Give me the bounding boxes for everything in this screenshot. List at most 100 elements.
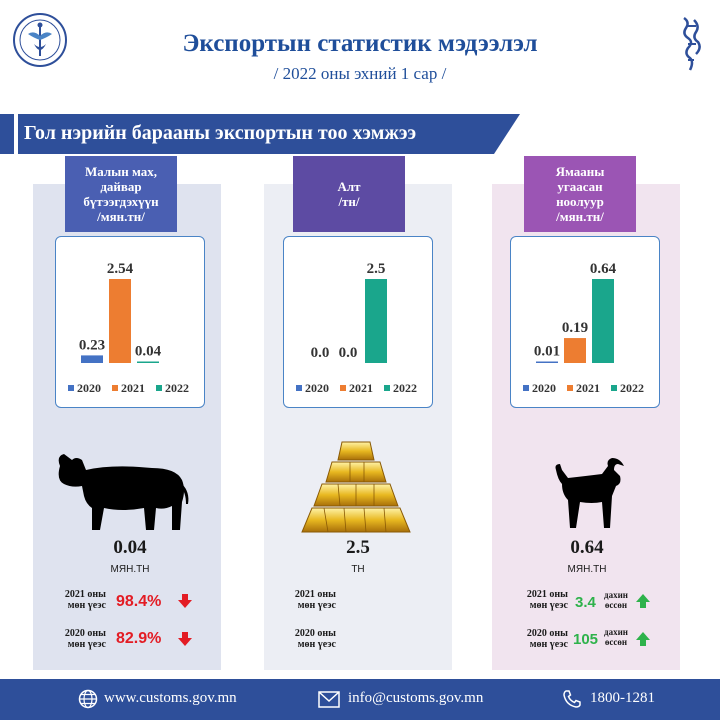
- legend-label-2020: 2020: [532, 381, 556, 395]
- label-line: /мян.тн/: [97, 209, 145, 224]
- section-banner: Гол нэрийн барааны экспортын тоо хэмжээ: [0, 114, 520, 154]
- data-label-2020: 0.0: [311, 345, 330, 361]
- panel-unit: МЯН.ТН: [110, 564, 150, 575]
- cmp-note-2021: дахин өссөн: [598, 590, 634, 610]
- legend-label-2021: 2021: [349, 381, 373, 395]
- cmp-label-line: мөн үеэс: [297, 639, 336, 650]
- panel-value: 0.64: [570, 537, 604, 558]
- bar-2021: [564, 338, 586, 363]
- legend-swatch-2021: [340, 385, 346, 391]
- data-label-2020: 0.23: [79, 337, 105, 353]
- cmp-label-line: 2021 оны: [294, 589, 336, 600]
- mail-icon: [318, 691, 340, 708]
- label-livestock: Малын мах, дайвар бүтээгдэхүүн /мян.тн/: [65, 156, 177, 232]
- chart-cashmere: 0.01 0.19 0.64 2020 2021 2022: [510, 236, 660, 408]
- cmp-note-line: дахин: [604, 590, 628, 600]
- legend-label-2020: 2020: [305, 381, 329, 395]
- data-label-2022: 2.5: [367, 261, 386, 277]
- cmp-label-2020: 2020 оны мөн үеэс: [266, 628, 336, 650]
- panel-value: 2.5: [346, 537, 370, 558]
- cmp-label-line: мөн үеэс: [297, 600, 336, 611]
- cmp-label-line: мөн үеэс: [67, 600, 106, 611]
- bar-2022: [137, 361, 159, 363]
- globe-icon: [78, 689, 98, 709]
- bar-2021: [109, 279, 131, 363]
- gold-bars-icon: [301, 441, 411, 533]
- section-title: Гол нэрийн барааны экспортын тоо хэмжээ: [24, 122, 417, 144]
- mongolian-script-icon: [683, 16, 701, 71]
- cmp-label-line: мөн үеэс: [67, 639, 106, 650]
- legend-swatch-2020: [523, 385, 529, 391]
- label-line: Алт: [337, 179, 361, 194]
- label-line: дайвар: [100, 179, 142, 194]
- legend-label-2022: 2022: [393, 381, 417, 395]
- data-label-2022: 0.04: [135, 344, 162, 360]
- chart-svg: 0.0 0.0 2.5 2020 2021 2022: [296, 261, 417, 395]
- legend-swatch-2021: [112, 385, 118, 391]
- cmp-label-line: 2021 оны: [526, 589, 568, 600]
- legend-label-2020: 2020: [77, 381, 101, 395]
- cmp-value-2020: 82.9%: [116, 630, 162, 647]
- data-label-2021: 2.54: [107, 261, 134, 277]
- label-gold: Алт /тн/: [293, 156, 405, 232]
- label-line: ноолуур: [556, 194, 604, 209]
- cmp-note-line: дахин: [604, 627, 628, 637]
- legend-swatch-2020: [68, 385, 74, 391]
- bar-2022: [365, 279, 387, 363]
- cmp-label-2020: 2020 оны мөн үеэс: [36, 628, 106, 650]
- chart-svg: 0.010.19 0.64 2020 2021 2022: [523, 261, 644, 395]
- label-line: /тн/: [338, 194, 360, 209]
- footer-phone-link[interactable]: 1800-1281: [590, 690, 655, 706]
- legend-swatch-2022: [384, 385, 390, 391]
- phone-icon: [563, 690, 581, 708]
- cmp-value-2021: 3.4: [575, 594, 596, 611]
- cmp-label-2021: 2021 оны мөн үеэс: [498, 589, 568, 611]
- data-label-2020: 0.01: [534, 344, 560, 360]
- cmp-note-2020: дахин өссөн: [598, 627, 634, 647]
- page-title: Экспортын статистик мэдээлэл: [182, 30, 538, 57]
- cow-icon: [58, 454, 189, 530]
- legend-label-2022: 2022: [165, 381, 189, 395]
- data-label-2022: 0.64: [590, 261, 617, 277]
- label-line: угаасан: [557, 179, 603, 194]
- cmp-label-2021: 2021 оны мөн үеэс: [266, 589, 336, 611]
- label-line: Малын мах,: [84, 164, 158, 179]
- arrow-up-icon: [636, 594, 650, 608]
- customs-logo-icon: [13, 13, 67, 67]
- legend-label-2021: 2021: [121, 381, 145, 395]
- cmp-label-line: мөн үеэс: [529, 600, 568, 611]
- legend-swatch-2022: [156, 385, 162, 391]
- label-line: /мян.тн/: [556, 209, 604, 224]
- chart-gold: 0.0 0.0 2.5 2020 2021 2022: [283, 236, 433, 408]
- page-subtitle: / 2022 оны эхний 1 сар /: [273, 64, 447, 83]
- cmp-label-2021: 2021 оны мөн үеэс: [36, 589, 106, 611]
- header: Экспортын статистик мэдээлэл / 2022 оны …: [0, 0, 720, 100]
- footer-website-link[interactable]: www.customs.gov.mn: [104, 690, 237, 706]
- cmp-value-2021: 98.4%: [116, 593, 162, 610]
- legend-swatch-2021: [567, 385, 573, 391]
- panel-unit: ТН: [351, 564, 365, 575]
- bar-2020: [81, 355, 103, 363]
- arrow-down-icon: [178, 632, 192, 646]
- footer-email-link[interactable]: info@customs.gov.mn: [348, 690, 484, 706]
- cmp-note-line: өссөн: [604, 637, 628, 647]
- cmp-label-2020: 2020 оны мөн үеэс: [498, 628, 568, 650]
- cmp-value-2020: 105: [573, 631, 599, 648]
- cmp-note-line: өссөн: [604, 600, 628, 610]
- bar-2022: [592, 279, 614, 363]
- arrow-down-icon: [178, 594, 192, 608]
- data-label-2021: 0.0: [339, 345, 358, 361]
- banner-accent: [14, 114, 18, 154]
- legend-label-2022: 2022: [620, 381, 644, 395]
- label-cashmere: Ямааны угаасан ноолуур /мян.тн/: [524, 156, 636, 232]
- legend-swatch-2022: [611, 385, 617, 391]
- label-line: Ямааны: [555, 164, 605, 179]
- cmp-label-line: 2020 оны: [64, 628, 106, 639]
- cmp-label-line: 2021 оны: [64, 589, 106, 600]
- cmp-label-line: 2020 оны: [294, 628, 336, 639]
- panel-value: 0.04: [113, 537, 147, 558]
- cmp-label-line: мөн үеэс: [529, 639, 568, 650]
- chart-svg: 0.23 2.54 0.04 2020 2021 2022: [68, 261, 189, 395]
- footer: www.customs.gov.mn info@customs.gov.mn 1…: [0, 679, 720, 720]
- bar-2020: [536, 361, 558, 363]
